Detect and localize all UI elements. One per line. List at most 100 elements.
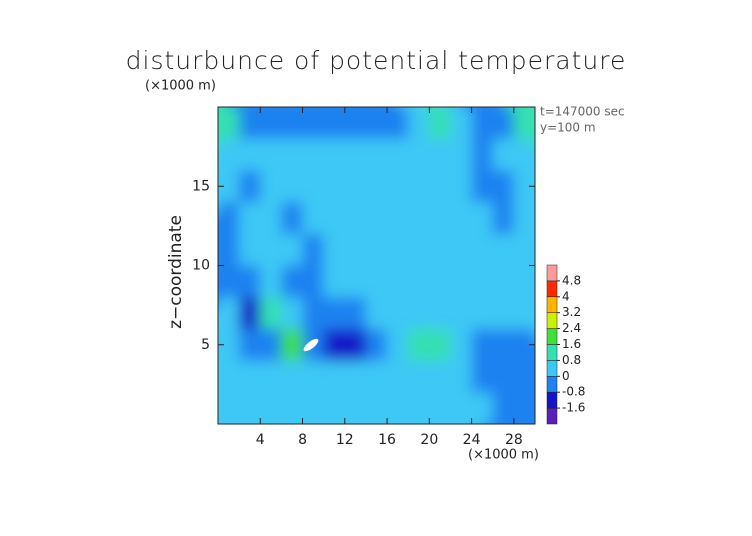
cell-core bbox=[302, 360, 324, 393]
cell-core bbox=[344, 107, 366, 139]
cell-core bbox=[450, 170, 472, 203]
cell-core bbox=[471, 265, 493, 298]
cell-core bbox=[450, 265, 472, 298]
field-cells bbox=[218, 107, 535, 424]
cell-core bbox=[281, 138, 303, 171]
y-tick-label: 15 bbox=[192, 178, 210, 194]
cell-core bbox=[471, 360, 493, 393]
cell-core bbox=[323, 107, 345, 139]
y-tick-label: 10 bbox=[192, 258, 210, 274]
cell-core bbox=[450, 233, 472, 266]
cell-core bbox=[513, 107, 535, 139]
axes: 4 8 12 16 20 24 28 5 10 15 bbox=[192, 107, 535, 448]
colorbar-label: 0.8 bbox=[562, 353, 581, 367]
cell-core bbox=[429, 328, 451, 361]
cell-core bbox=[239, 233, 261, 266]
cell-core bbox=[408, 107, 430, 139]
cell-core bbox=[492, 233, 514, 266]
cell-core bbox=[302, 233, 324, 266]
obstacle bbox=[303, 338, 319, 352]
annotation: t=147000 sec bbox=[540, 105, 625, 119]
cell-core bbox=[323, 233, 345, 266]
cell-core bbox=[239, 107, 261, 139]
cell-core bbox=[429, 265, 451, 298]
y-tick-label: 5 bbox=[201, 337, 210, 353]
colorbar-box bbox=[546, 407, 558, 425]
cell-core bbox=[365, 265, 388, 298]
cell-core bbox=[471, 233, 493, 266]
cell-core bbox=[323, 202, 345, 234]
cell-core bbox=[429, 202, 451, 234]
cell-core bbox=[471, 328, 493, 361]
cell-core bbox=[429, 392, 451, 424]
cell-core bbox=[450, 328, 472, 361]
cell-core bbox=[218, 202, 240, 234]
cell-core bbox=[471, 138, 493, 171]
colorbar-label: 4 bbox=[562, 289, 570, 303]
cell-core bbox=[323, 138, 345, 171]
cell-core bbox=[323, 265, 345, 298]
cell-core bbox=[429, 233, 451, 266]
colorbar-box bbox=[546, 296, 558, 313]
cell-core bbox=[302, 392, 324, 424]
cell-core bbox=[387, 328, 409, 361]
cell-core bbox=[323, 392, 345, 424]
cell-core bbox=[408, 233, 430, 266]
cell-core bbox=[513, 233, 535, 266]
cell-core bbox=[365, 233, 388, 266]
cell-core bbox=[260, 107, 282, 139]
y-axis-label: z−coordinate bbox=[166, 215, 186, 329]
colorbar-box bbox=[546, 360, 558, 377]
colorbar-label: 0 bbox=[562, 369, 570, 383]
cell-core bbox=[365, 392, 388, 424]
cell-core bbox=[281, 265, 303, 298]
cell-core bbox=[492, 392, 514, 424]
cell-core bbox=[365, 138, 388, 171]
x-tick-label: 28 bbox=[505, 432, 523, 448]
x-tick-label: 16 bbox=[378, 432, 396, 448]
cell-core bbox=[429, 138, 451, 171]
x-tick-label: 24 bbox=[463, 432, 481, 448]
cell-core bbox=[471, 107, 493, 139]
cell-core bbox=[239, 297, 261, 329]
cell-core bbox=[471, 202, 493, 234]
cell-core bbox=[471, 170, 493, 203]
cell-core bbox=[471, 392, 493, 424]
cell-core bbox=[344, 328, 366, 361]
colorbar-box bbox=[546, 312, 558, 329]
cell-core bbox=[281, 360, 303, 393]
cell-core bbox=[492, 138, 514, 171]
cell-core bbox=[365, 297, 388, 329]
cell-core bbox=[323, 297, 345, 329]
cell-core bbox=[365, 107, 388, 139]
cell-core bbox=[281, 170, 303, 203]
y-unit-label: (×1000 m) bbox=[145, 79, 216, 94]
colorbar-box bbox=[546, 328, 558, 345]
cell-core bbox=[281, 392, 303, 424]
cell-core bbox=[344, 233, 366, 266]
cell-core bbox=[218, 170, 240, 203]
colorbar-label: 2.4 bbox=[562, 321, 581, 335]
colorbar-label: -1.6 bbox=[562, 401, 585, 415]
cell-core bbox=[239, 360, 261, 393]
x-tick-label: 12 bbox=[336, 432, 354, 448]
cell-core bbox=[450, 360, 472, 393]
cell-core bbox=[408, 170, 430, 203]
cell-core bbox=[239, 138, 261, 171]
cell-core bbox=[408, 138, 430, 171]
cell-core bbox=[387, 138, 409, 171]
annotation: y=100 m bbox=[540, 121, 596, 135]
cell-core bbox=[387, 107, 409, 139]
cell-core bbox=[260, 328, 282, 361]
cell-core bbox=[218, 392, 240, 424]
cell-core bbox=[387, 233, 409, 266]
cell-core bbox=[365, 170, 388, 203]
cell-core bbox=[387, 202, 409, 234]
cell-core bbox=[513, 297, 535, 329]
colorbar-box bbox=[546, 280, 558, 298]
colorbar-box bbox=[546, 264, 558, 282]
cell-core bbox=[450, 138, 472, 171]
cell-core bbox=[492, 170, 514, 203]
cell-core bbox=[492, 328, 514, 361]
